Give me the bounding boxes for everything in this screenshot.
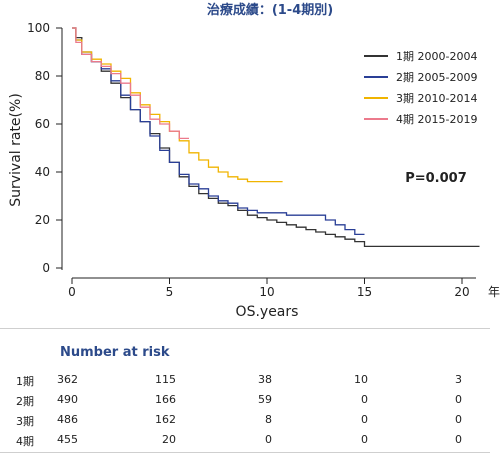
- series-line-1: [72, 27, 480, 248]
- legend-label: 2期 2005-2009: [396, 71, 477, 84]
- risk-cell: 362: [57, 373, 78, 386]
- risk-cell: 0: [455, 433, 462, 446]
- series-line-3: [72, 27, 283, 183]
- risk-cell: 3: [455, 373, 462, 386]
- risk-row-label: 1期: [16, 375, 34, 388]
- risk-cell: 0: [455, 413, 462, 426]
- legend-label: 3期 2010-2014: [396, 92, 477, 105]
- divider-bottom: [0, 452, 490, 453]
- legend: 1期 2000-2004 2期 2005-2009 3期 2010-2014 4期 2…: [364, 50, 477, 126]
- series-line-4: [72, 27, 189, 140]
- risk-row: 1期 362 115 38 10 3: [0, 373, 500, 393]
- risk-table-title: Number at risk: [60, 345, 170, 360]
- y-tick-label: 20: [35, 213, 50, 227]
- survival-chart: 治療成績：(1-4期別) 0 20 40 60 80 100 0 5 10 15 20 年 OS.…: [8, 2, 500, 320]
- risk-cell: 0: [455, 393, 462, 406]
- y-tick-label: 60: [35, 117, 50, 131]
- risk-cell: 59: [258, 393, 272, 406]
- p-value: P=0.007: [405, 171, 467, 186]
- x-tick-label: 0: [68, 285, 76, 299]
- y-tick-label: 40: [35, 165, 50, 179]
- risk-row-label: 3期: [16, 415, 34, 428]
- risk-cell: 166: [155, 393, 176, 406]
- y-tick-label: 100: [27, 21, 50, 35]
- risk-cell: 20: [162, 433, 176, 446]
- risk-cell: 38: [258, 373, 272, 386]
- chart-title: 治療成績：(1-4期別): [207, 2, 333, 18]
- x-axis-label: OS.years: [236, 304, 299, 320]
- x-tick-label: 15: [357, 285, 372, 299]
- risk-cell: 455: [57, 433, 78, 446]
- x-tick-label: 10: [259, 285, 274, 299]
- risk-row-label: 2期: [16, 395, 34, 408]
- series-line-2: [72, 27, 365, 236]
- risk-row: 2期 490 166 59 0 0: [0, 393, 500, 413]
- risk-cell: 162: [155, 413, 176, 426]
- risk-cell: 490: [57, 393, 78, 406]
- risk-cell: 0: [361, 413, 368, 426]
- legend-label: 1期 2000-2004: [396, 50, 477, 63]
- y-tick-label: 80: [35, 69, 50, 83]
- risk-cell: 0: [361, 393, 368, 406]
- risk-cell: 115: [155, 373, 176, 386]
- x-tick-label: 20: [454, 285, 469, 299]
- x-axis-unit: 年: [488, 285, 500, 299]
- risk-cell: 8: [265, 413, 272, 426]
- risk-cell: 486: [57, 413, 78, 426]
- y-tick-label: 0: [42, 261, 50, 275]
- risk-cell: 0: [265, 433, 272, 446]
- risk-cell: 10: [354, 373, 368, 386]
- divider-top: [0, 328, 490, 329]
- legend-label: 4期 2015-2019: [396, 113, 477, 126]
- y-axis-label: Survival rate(%): [8, 93, 24, 207]
- x-tick-label: 5: [166, 285, 174, 299]
- risk-row: 3期 486 162 8 0 0: [0, 413, 500, 433]
- risk-cell: 0: [361, 433, 368, 446]
- risk-row-label: 4期: [16, 435, 34, 448]
- risk-row: 4期 455 20 0 0 0: [0, 433, 500, 453]
